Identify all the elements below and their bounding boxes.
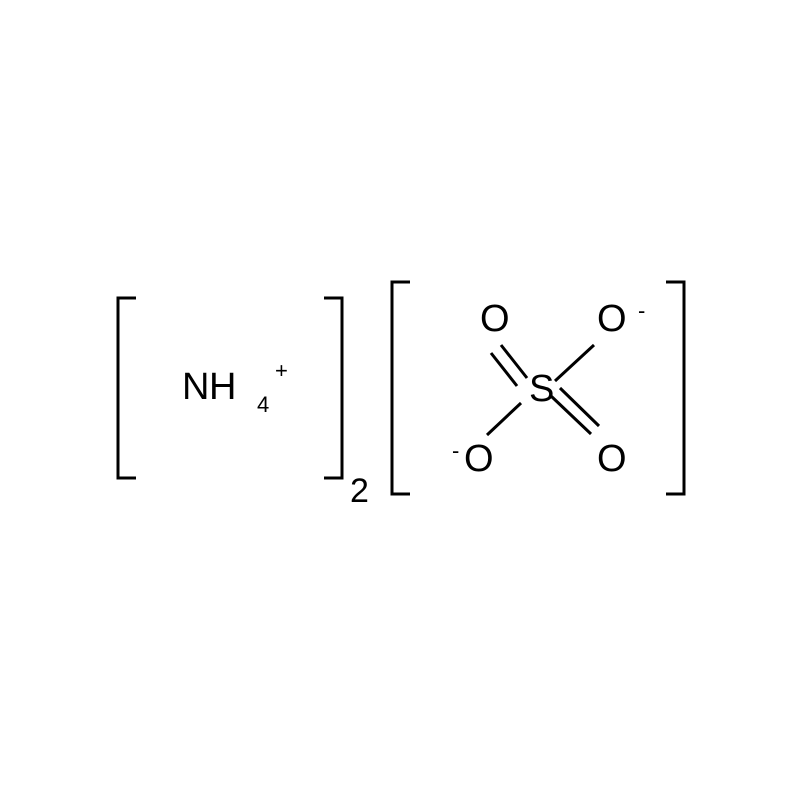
oxygen-atom-bottom-right: O <box>597 440 627 478</box>
chemical-structure-canvas: N H 4 + 2 S O O O O - - <box>0 0 800 800</box>
sulfate-svg <box>0 0 800 800</box>
oxygen-atom-top-left: O <box>480 300 510 338</box>
oxygen-atom-top-right: O <box>597 300 627 338</box>
anion-charge-minus-top-right: - <box>638 298 645 324</box>
anion-charge-minus-bottom-left: - <box>452 438 459 464</box>
sulfur-atom: S <box>529 370 554 408</box>
oxygen-atom-bottom-left: O <box>464 440 494 478</box>
